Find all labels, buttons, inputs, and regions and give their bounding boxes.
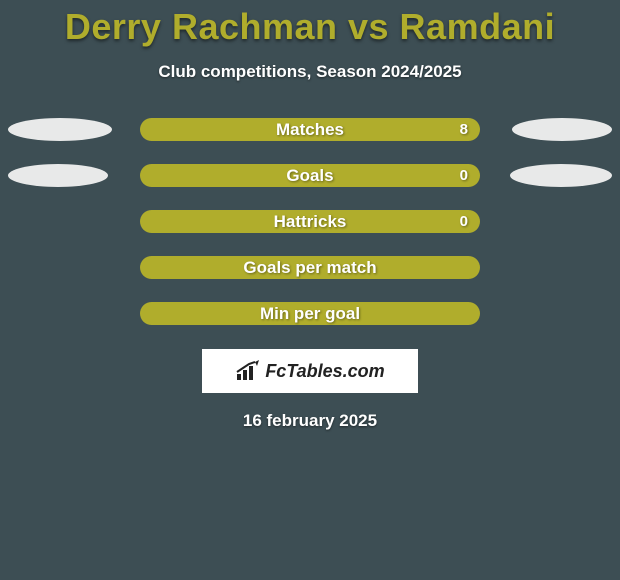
stat-row: Matches 8: [0, 118, 620, 141]
stat-bar: Goals 0: [140, 164, 480, 187]
left-value-ellipse: [8, 118, 112, 141]
stat-row: Goals 0: [0, 164, 620, 187]
date-text: 16 february 2025: [0, 411, 620, 431]
comparison-infographic: Derry Rachman vs Ramdani Club competitio…: [0, 0, 620, 580]
stat-row: Min per goal: [0, 302, 620, 325]
stat-label: Hattricks: [140, 210, 480, 233]
stat-label: Matches: [140, 118, 480, 141]
stat-bar: Hattricks 0: [140, 210, 480, 233]
subtitle: Club competitions, Season 2024/2025: [0, 62, 620, 82]
right-value-ellipse: [510, 164, 612, 187]
stat-bar: Matches 8: [140, 118, 480, 141]
stat-row: Hattricks 0: [0, 210, 620, 233]
stat-value-right: 0: [460, 164, 468, 187]
stat-bar: Min per goal: [140, 302, 480, 325]
stat-row: Goals per match: [0, 256, 620, 279]
stat-value-right: 0: [460, 210, 468, 233]
stat-value-right: 8: [460, 118, 468, 141]
right-value-ellipse: [512, 118, 612, 141]
page-title: Derry Rachman vs Ramdani: [0, 6, 620, 48]
logo-box: FcTables.com: [202, 349, 418, 393]
stat-bar: Goals per match: [140, 256, 480, 279]
stat-rows: Matches 8 Goals 0 Hattricks 0 Goals: [0, 118, 620, 325]
logo-text: FcTables.com: [265, 361, 384, 382]
left-value-ellipse: [8, 164, 108, 187]
chart-icon: [235, 360, 261, 382]
stat-label: Min per goal: [140, 302, 480, 325]
stat-label: Goals: [140, 164, 480, 187]
stat-label: Goals per match: [140, 256, 480, 279]
